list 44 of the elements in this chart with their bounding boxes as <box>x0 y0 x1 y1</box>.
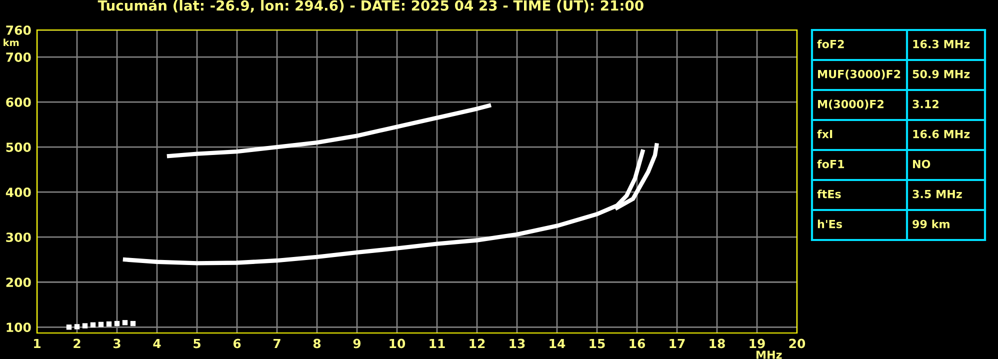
text: 3.5 MHz <box>912 190 962 198</box>
text: 99 km <box>912 220 950 228</box>
x-tick-label: 3 <box>113 338 120 348</box>
text: 16.3 MHz <box>913 40 970 48</box>
x-tick-label: 18 <box>710 338 725 348</box>
x-axis-title: MHz <box>756 350 782 359</box>
text: NO <box>913 160 930 168</box>
text: ftEs <box>817 190 841 198</box>
y-tick-label: 200 <box>6 278 31 288</box>
x-tick-label: 19 <box>750 338 765 348</box>
y-tick-label: 760 <box>6 25 31 35</box>
y-axis-title: km <box>4 38 19 46</box>
text: foF1 <box>817 160 844 168</box>
text: 50.9 MHz <box>912 70 970 78</box>
text: 16.6 MHz <box>913 130 970 138</box>
x-tick-label: 9 <box>353 338 361 348</box>
x-tick-label: 20 <box>789 338 806 348</box>
x-tick-label: 13 <box>510 338 525 348</box>
x-tick-label: 1 <box>34 338 40 348</box>
text: M(3000)F2 <box>818 100 884 110</box>
y-tick-label: 600 <box>6 98 31 107</box>
x-tick-label: 16 <box>630 338 646 348</box>
x-tick-label: 14 <box>550 338 566 348</box>
x-tick-label: 2 <box>74 338 80 348</box>
y-tick-label: 400 <box>6 188 31 198</box>
x-tick-label: 15 <box>590 338 605 348</box>
y-tick-label: 500 <box>6 142 31 152</box>
x-tick-label: 10 <box>390 338 406 348</box>
text: foF2 <box>817 40 844 48</box>
x-tick-label: 12 <box>470 338 485 348</box>
x-tick-label: 8 <box>313 338 321 348</box>
x-tick-label: 11 <box>430 338 445 348</box>
y-tick-label: 700 <box>6 52 31 62</box>
text: fxI <box>817 130 832 138</box>
y-tick-label: 300 <box>6 232 31 242</box>
text: MUF(3000)F2 <box>818 70 900 80</box>
x-tick-label: 6 <box>233 338 241 348</box>
x-tick-label: 4 <box>153 338 161 348</box>
y-tick-label: 100 <box>6 322 31 332</box>
text: h'Es <box>818 220 842 228</box>
x-tick-label: 7 <box>273 338 280 348</box>
x-tick-label: 5 <box>194 338 200 348</box>
x-tick-label: 17 <box>670 338 685 348</box>
text: 3.12 <box>912 100 938 108</box>
